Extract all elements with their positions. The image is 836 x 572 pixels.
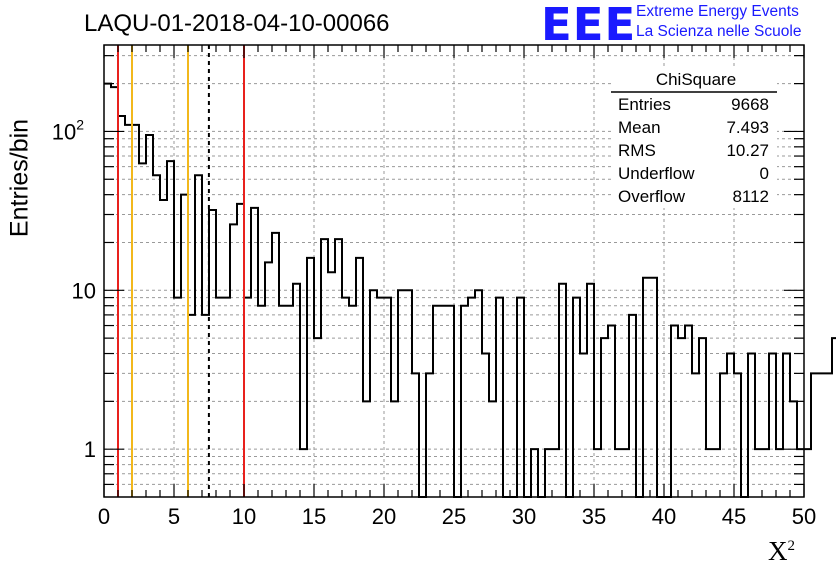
- x-tick-label: 10: [232, 504, 256, 529]
- eee-logo: EEE: [541, 0, 637, 51]
- stats-label-entries: Entries: [618, 95, 671, 114]
- x-tick-label: 15: [302, 504, 326, 529]
- x-axis: 0 5 10 15 20 25 30 35 40 45 50: [98, 45, 816, 529]
- x-axis-label-sup: 2: [787, 538, 796, 554]
- stats-value-rms: 10.27: [726, 141, 769, 160]
- x-axis-label-main: X: [768, 536, 788, 566]
- y-tick-label: 1: [84, 437, 96, 462]
- stats-label-rms: RMS: [618, 141, 656, 160]
- x-tick-label: 30: [512, 504, 536, 529]
- stats-value-entries: 9668: [731, 95, 769, 114]
- x-tick-label: 20: [372, 504, 396, 529]
- x-axis-label: X2: [768, 536, 795, 567]
- x-tick-label: 5: [168, 504, 180, 529]
- stats-box-bg: [611, 66, 777, 208]
- y-tick-label: 102: [52, 116, 84, 144]
- chart-title: LAQU-01-2018-04-10-00066: [84, 10, 390, 37]
- x-tick-label: 25: [442, 504, 466, 529]
- logo-line-1: Extreme Energy Events: [636, 3, 799, 20]
- stats-title: ChiSquare: [656, 70, 736, 89]
- stats-value-overflow: 8112: [732, 187, 769, 206]
- stats-label-mean: Mean: [618, 118, 661, 137]
- stats-label-underflow: Underflow: [618, 164, 695, 183]
- stats-value-underflow: 0: [760, 164, 769, 183]
- y-axis: 1 10 102: [52, 55, 804, 486]
- x-tick-label: 40: [652, 504, 676, 529]
- stats-box: ChiSquare Entries 9668 Mean 7.493 RMS 10.27 Und…: [611, 66, 777, 208]
- x-tick-label: 0: [98, 504, 110, 529]
- histogram-outline: [104, 82, 836, 498]
- stats-value-mean: 7.493: [726, 118, 769, 137]
- y-tick-label: 10: [72, 278, 96, 303]
- logo-line-2: La Scienza nelle Scuole: [636, 23, 802, 40]
- x-tick-label: 45: [722, 504, 746, 529]
- x-tick-label: 50: [792, 504, 816, 529]
- stats-label-overflow: Overflow: [618, 187, 686, 206]
- x-tick-label: 35: [582, 504, 606, 529]
